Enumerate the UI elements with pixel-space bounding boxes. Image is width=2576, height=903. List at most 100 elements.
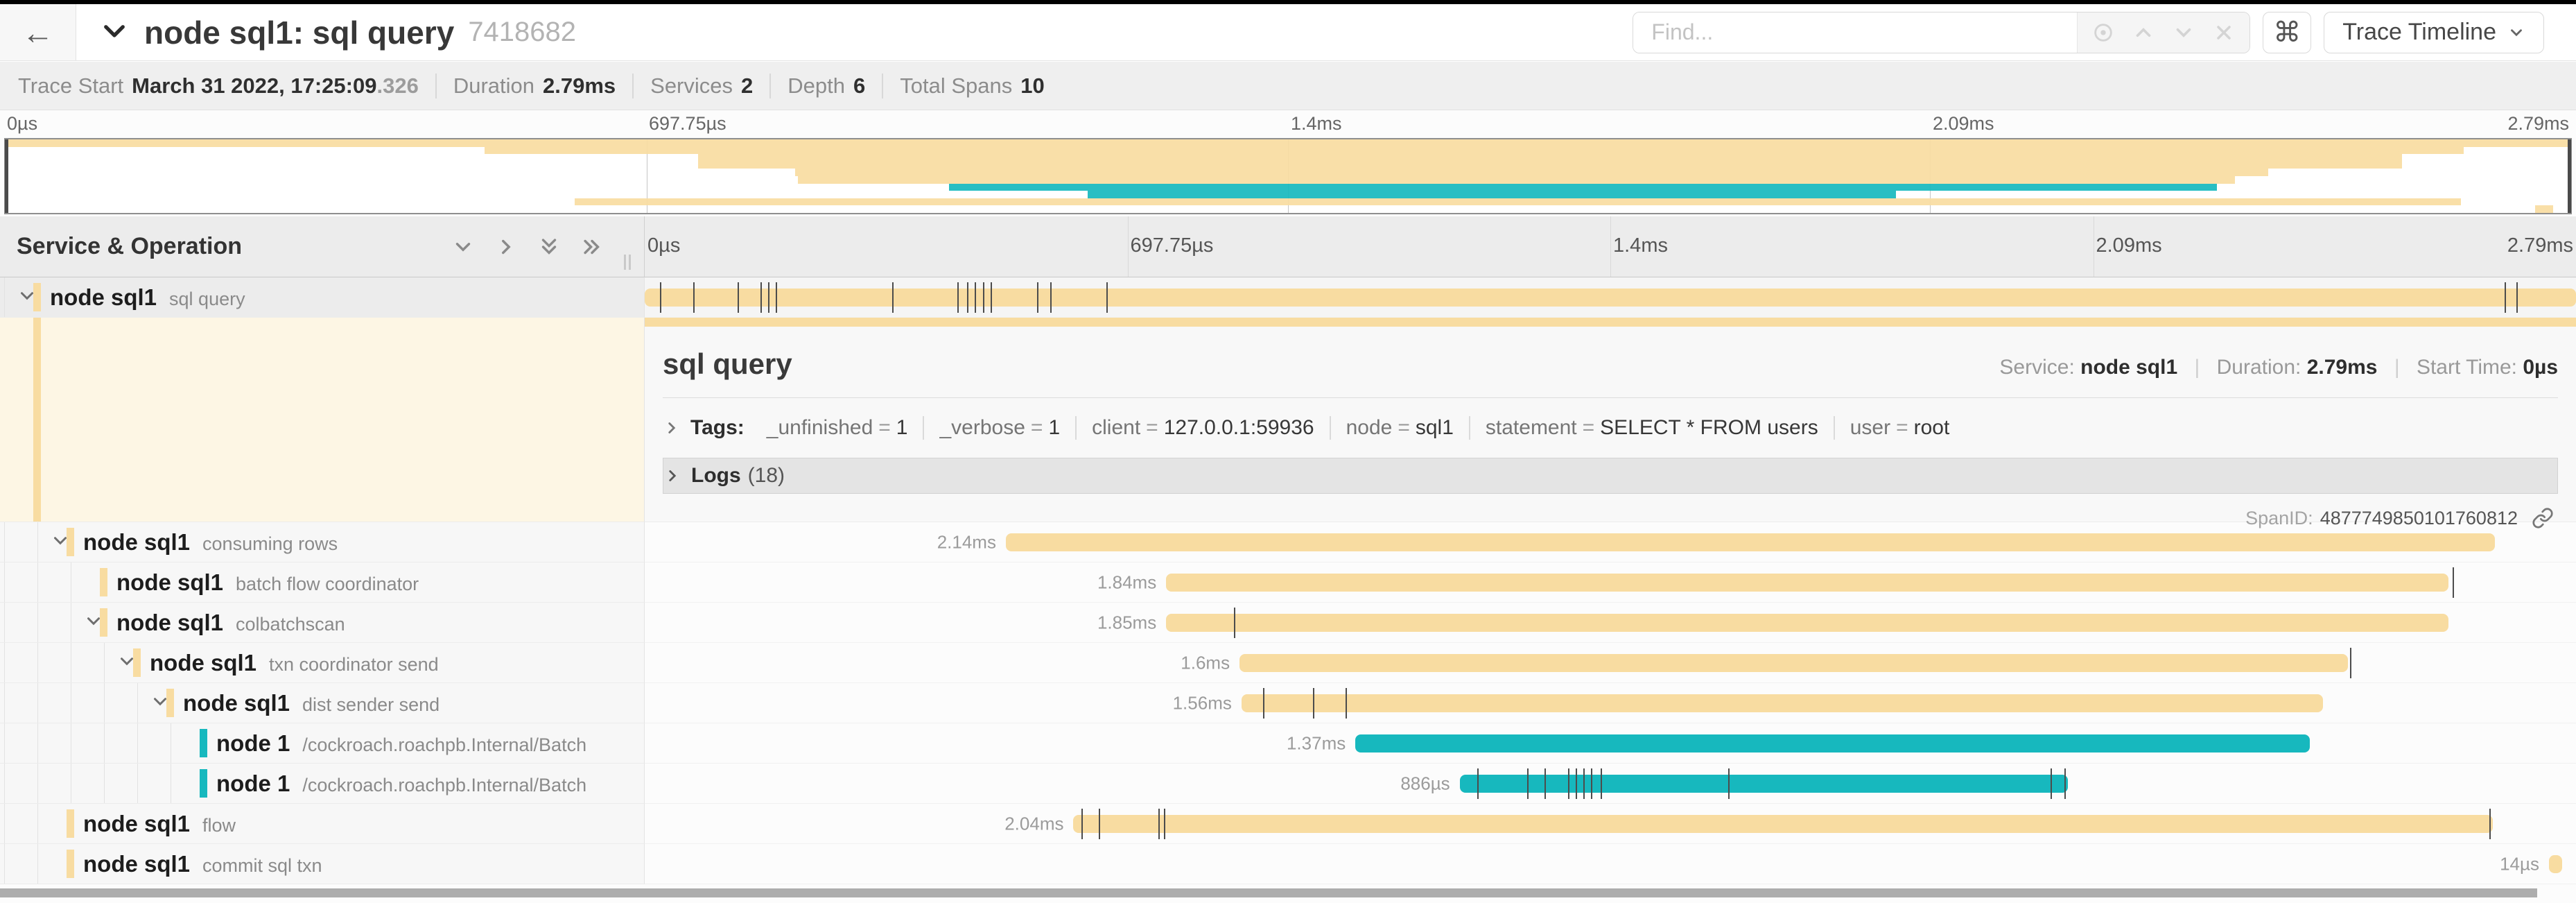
minimap-left-scrub-handle[interactable] <box>5 139 8 213</box>
log-marker[interactable] <box>1601 768 1603 799</box>
collapse-one-icon[interactable] <box>442 235 485 259</box>
column-resize-grip[interactable] <box>620 255 634 270</box>
span-row[interactable]: node 1/cockroach.roachpb.Internal/Batch 1… <box>0 723 2576 764</box>
log-marker[interactable] <box>1164 808 1166 839</box>
collapse-trace-header-icon[interactable] <box>100 16 129 49</box>
log-marker[interactable] <box>1158 808 1160 839</box>
span-expand-chevron-icon[interactable] <box>116 651 137 675</box>
find-prev-icon[interactable] <box>2123 12 2164 53</box>
log-marker[interactable] <box>975 282 977 313</box>
log-marker[interactable] <box>1081 808 1083 839</box>
span-tree-cell[interactable]: node sql1 sql query <box>0 277 645 318</box>
span-tree-cell[interactable]: node sql1 dist sender send <box>0 683 645 723</box>
span-tree-cell[interactable]: node sql1 batch flow coordinator <box>0 562 645 603</box>
span-expand-chevron-icon[interactable] <box>83 610 104 635</box>
span-row[interactable]: node sql1 batch flow coordinator 1.84ms <box>0 562 2576 603</box>
log-marker[interactable] <box>737 282 739 313</box>
span-row[interactable]: node sql1 consuming rows 2.14ms <box>0 522 2576 562</box>
log-marker[interactable] <box>2350 647 2352 678</box>
span-bar-cell[interactable]: 1.85ms <box>645 603 2576 643</box>
span-bar-cell[interactable]: 1.56ms <box>645 683 2576 723</box>
trace-view-dropdown[interactable]: Trace Timeline <box>2324 11 2544 53</box>
log-marker[interactable] <box>957 282 959 313</box>
span-tree-cell[interactable]: node sql1 txn coordinator send <box>0 643 645 683</box>
back-button[interactable]: ← <box>0 4 76 60</box>
span-bar[interactable] <box>1166 613 2449 632</box>
log-marker[interactable] <box>2504 282 2506 313</box>
span-bar-cell[interactable]: 2.14ms <box>645 522 2576 562</box>
span-row[interactable]: node 1/cockroach.roachpb.Internal/Batch 8… <box>0 764 2576 804</box>
log-marker[interactable] <box>660 282 662 313</box>
log-marker[interactable] <box>1106 282 1108 313</box>
span-bar-cell[interactable] <box>645 277 2576 318</box>
span-expand-chevron-icon[interactable] <box>150 691 171 715</box>
span-bar-cell[interactable]: 1.37ms <box>645 723 2576 764</box>
span-row[interactable]: node sql1 dist sender send 1.56ms <box>0 683 2576 723</box>
span-expand-chevron-icon[interactable] <box>50 530 71 554</box>
expand-one-icon[interactable] <box>485 235 528 259</box>
span-bar[interactable] <box>1166 573 2449 592</box>
log-marker[interactable] <box>1262 687 1264 719</box>
log-marker[interactable] <box>1575 768 1577 799</box>
span-bar[interactable] <box>1239 653 2349 672</box>
log-marker[interactable] <box>2051 768 2053 799</box>
span-bar-cell[interactable]: 1.84ms <box>645 562 2576 603</box>
span-row[interactable]: node sql1 txn coordinator send 1.6ms <box>0 643 2576 683</box>
log-marker[interactable] <box>990 282 992 313</box>
span-expand-chevron-icon[interactable] <box>17 285 37 309</box>
clear-find-icon[interactable] <box>2204 12 2244 53</box>
span-bar[interactable] <box>645 288 2576 307</box>
keyboard-shortcuts-button[interactable]: ⌘ <box>2263 11 2312 53</box>
span-bar[interactable] <box>1355 734 2310 752</box>
log-marker[interactable] <box>1728 768 1730 799</box>
log-marker[interactable] <box>1346 687 1348 719</box>
expand-all-icon[interactable] <box>571 235 613 259</box>
span-tree-cell[interactable]: node sql1 flow <box>0 804 645 844</box>
minimap-canvas[interactable] <box>4 138 2572 214</box>
log-marker[interactable] <box>982 282 984 313</box>
span-tree-cell[interactable]: node 1/cockroach.roachpb.Internal/Batch <box>0 723 645 764</box>
span-tree-cell[interactable]: node sql1 consuming rows <box>0 522 645 562</box>
log-marker[interactable] <box>2516 282 2518 313</box>
logs-toggle[interactable]: Logs (18) <box>663 458 2558 494</box>
log-marker[interactable] <box>1233 607 1235 638</box>
span-tree-cell[interactable]: node sql1 colbatchscan <box>0 603 645 643</box>
tags-toggle[interactable]: Tags: _unfinished = 1 _verbose = 1 client = 127.… <box>663 416 2558 440</box>
log-marker[interactable] <box>760 282 763 313</box>
log-marker[interactable] <box>776 282 778 313</box>
span-tree-cell[interactable]: node 1/cockroach.roachpb.Internal/Batch <box>0 764 645 804</box>
span-bar[interactable] <box>1459 774 2069 793</box>
span-bar-cell[interactable]: 14µs <box>645 844 2576 884</box>
log-marker[interactable] <box>891 282 894 313</box>
log-marker[interactable] <box>2064 768 2066 799</box>
span-row[interactable]: node sql1 colbatchscan 1.85ms <box>0 603 2576 643</box>
span-bar[interactable] <box>1073 814 2494 833</box>
log-marker[interactable] <box>1591 768 1593 799</box>
minimap-right-scrub-handle[interactable] <box>2568 139 2571 213</box>
span-row[interactable]: node sql1 sql query <box>0 277 2576 318</box>
log-marker[interactable] <box>768 282 770 313</box>
timeline-minimap[interactable]: 0µs 697.75µs 1.4ms 2.09ms 2.79ms <box>0 110 2576 216</box>
log-marker[interactable] <box>1527 768 1529 799</box>
log-marker[interactable] <box>2489 808 2491 839</box>
locate-span-icon[interactable] <box>2083 12 2123 53</box>
span-bar[interactable] <box>2548 854 2563 873</box>
log-marker[interactable] <box>1098 808 1100 839</box>
span-row[interactable]: node sql1 flow 2.04ms <box>0 804 2576 844</box>
copy-span-link-icon[interactable] <box>2527 506 2558 530</box>
find-next-icon[interactable] <box>2164 12 2204 53</box>
log-marker[interactable] <box>1583 768 1585 799</box>
span-bar-cell[interactable]: 886µs <box>645 764 2576 804</box>
span-bar[interactable] <box>1005 533 2495 551</box>
span-row[interactable]: node sql1 commit sql txn 14µs <box>0 844 2576 884</box>
log-marker[interactable] <box>693 282 695 313</box>
log-marker[interactable] <box>2452 567 2454 598</box>
log-marker[interactable] <box>1567 768 1569 799</box>
log-marker[interactable] <box>967 282 969 313</box>
log-marker[interactable] <box>1050 282 1052 313</box>
span-bar[interactable] <box>1241 694 2324 712</box>
find-input[interactable] <box>1633 12 2078 53</box>
log-marker[interactable] <box>1544 768 1547 799</box>
log-marker[interactable] <box>1312 687 1314 719</box>
collapse-all-icon[interactable] <box>528 235 571 259</box>
